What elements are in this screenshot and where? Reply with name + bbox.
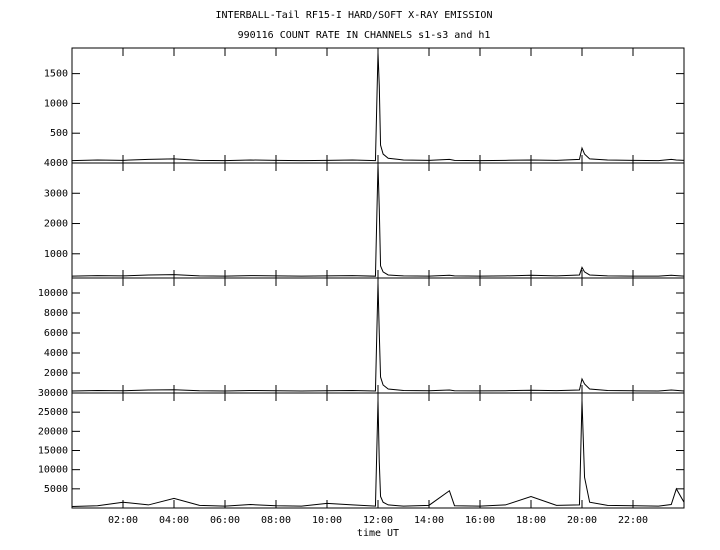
y-tick-label: 2000 (44, 219, 68, 230)
x-tick-label: 20:00 (567, 515, 597, 526)
x-tick-label: 22:00 (618, 515, 648, 526)
y-tick-label: 1000 (44, 249, 68, 260)
y-tick-label: 8000 (44, 308, 68, 319)
y-tick-label: 500 (50, 128, 68, 139)
x-tick-label: 14:00 (414, 515, 444, 526)
data-line (71, 282, 685, 392)
y-tick-label: 1500 (44, 69, 68, 80)
y-tick-label: 6000 (44, 328, 68, 339)
y-tick-label: 4000 (44, 158, 68, 169)
data-line (71, 400, 685, 507)
x-tick-label: 16:00 (465, 515, 495, 526)
x-axis-label: time UT (357, 528, 399, 539)
y-tick-label: 1000 (44, 98, 68, 109)
y-tick-label: 2000 (44, 368, 68, 379)
y-tick-label: 10000 (38, 288, 68, 299)
x-tick-label: 02:00 (108, 515, 138, 526)
x-tick-label: 06:00 (210, 515, 240, 526)
y-tick-label: 15000 (38, 446, 68, 457)
x-tick-label: 10:00 (312, 515, 342, 526)
y-tick-label: 25000 (38, 407, 68, 418)
y-tick-label: 30000 (38, 388, 68, 399)
x-tick-label: 04:00 (159, 515, 189, 526)
chart-subtitle: 990116 COUNT RATE IN CHANNELS s1-s3 and … (238, 30, 491, 41)
x-tick-label: 18:00 (516, 515, 546, 526)
data-line (71, 164, 685, 277)
y-tick-label: 4000 (44, 348, 68, 359)
y-tick-label: 10000 (38, 465, 68, 476)
y-tick-label: 3000 (44, 188, 68, 199)
data-line (71, 52, 685, 162)
chart-title: INTERBALL-Tail RF15-I HARD/SOFT X-RAY EM… (216, 10, 493, 21)
y-tick-label: 5000 (44, 484, 68, 495)
x-tick-label: 12:00 (363, 515, 393, 526)
x-tick-label: 08:00 (261, 515, 291, 526)
y-tick-label: 20000 (38, 426, 68, 437)
